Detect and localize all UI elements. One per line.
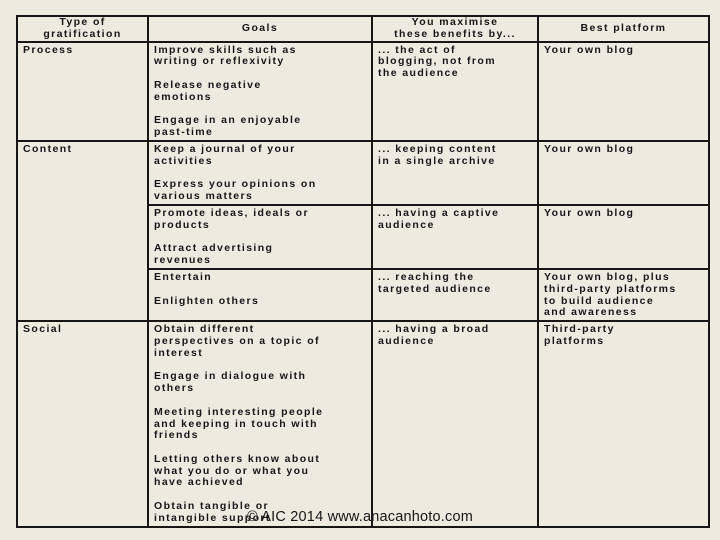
copyright-footer: © AIC 2014 www.anacanhoto.com xyxy=(246,509,474,525)
cell-platform-content-2: Your own blog xyxy=(537,203,710,270)
cell-benefit-content-2: ... having a captive audience xyxy=(371,203,539,270)
cell-goals-content-2: Promote ideas, ideals or products Attrac… xyxy=(147,203,373,270)
header-goals: Goals xyxy=(147,15,373,43)
cell-goals-content-3: Entertain Enlighten others xyxy=(147,267,373,323)
cell-platform-process: Your own blog xyxy=(537,40,710,142)
cell-benefit-content-3: ... reaching the targeted audience xyxy=(371,267,539,323)
cell-goals-social: Obtain different perspectives on a topic… xyxy=(147,320,373,528)
header-type-of-gratification: Type of gratification xyxy=(16,15,149,43)
cell-platform-social: Third-party platforms xyxy=(537,320,710,528)
cell-benefit-content-1: ... keeping content in a single archive xyxy=(371,139,539,206)
cell-type-content: Content xyxy=(16,139,149,323)
header-row: Type of gratification Goals You maximise… xyxy=(16,15,710,43)
header-best-platform: Best platform xyxy=(537,15,710,43)
cell-type-social: Social xyxy=(16,320,149,528)
cell-benefit-process: ... the act of blogging, not from the au… xyxy=(371,40,539,142)
table-row-content-1: Content Keep a journal of your activitie… xyxy=(16,139,710,323)
cell-platform-content-3: Your own blog, plus third-party platform… xyxy=(537,267,710,323)
gratification-table: Type of gratification Goals You maximise… xyxy=(16,15,710,528)
cell-platform-content-1: Your own blog xyxy=(537,139,710,206)
cell-goals-content-1: Keep a journal of your activities Expres… xyxy=(147,139,373,206)
table-row-process: Process Improve skills such as writing o… xyxy=(16,40,710,142)
cell-goals-process: Improve skills such as writing or reflex… xyxy=(147,40,373,142)
header-you-maximise: You maximise these benefits by... xyxy=(371,15,539,43)
table-row-content-3: Entertain Enlighten others ... reaching … xyxy=(17,267,710,323)
table-row-content-2: Promote ideas, ideals or products Attrac… xyxy=(17,203,710,270)
table-row-social: Social Obtain different perspectives on … xyxy=(16,320,710,528)
cell-benefit-social: ... having a broad audience xyxy=(371,320,539,528)
cell-type-process: Process xyxy=(16,40,149,142)
